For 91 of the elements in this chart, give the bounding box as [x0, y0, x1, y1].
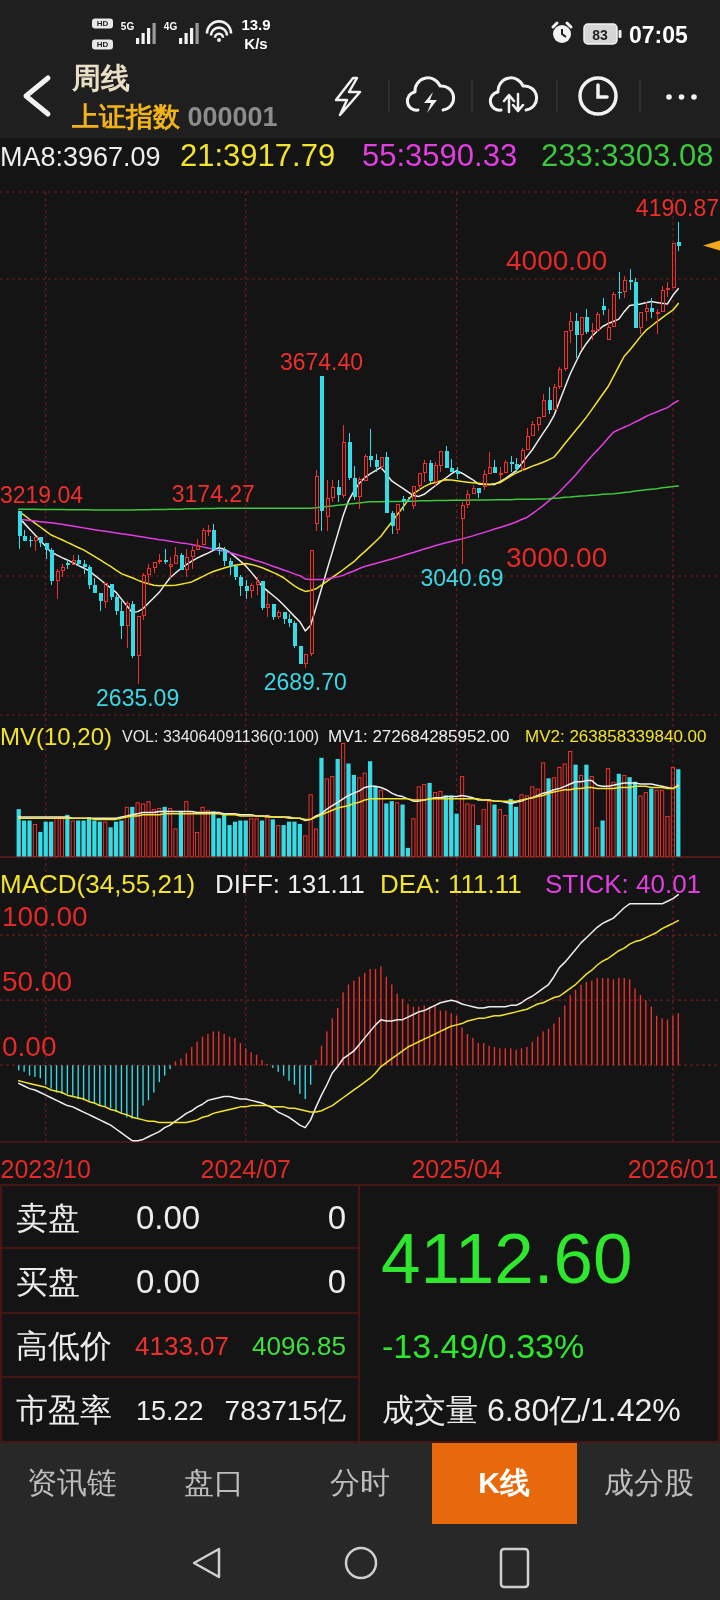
text: MA8:3967.09 [0, 142, 161, 172]
annotation: VOL: 334064091136(0:100) [122, 728, 320, 745]
text: MACD(34,55,21) [0, 869, 196, 899]
bar [427, 782, 432, 857]
bar [492, 804, 497, 857]
text: 13.9 [241, 16, 271, 33]
text: 资讯链 [27, 1466, 117, 1499]
bar [265, 814, 270, 857]
annotation: 2689.70 [263, 669, 347, 696]
text: 市盈率 [16, 1392, 112, 1428]
bar [454, 813, 459, 857]
bar [178, 811, 184, 857]
bar [389, 801, 394, 857]
bar [276, 825, 281, 857]
bar [319, 757, 324, 857]
text: MV2: 263858339840.00 [525, 727, 707, 746]
annotation: 3219.04 [0, 481, 84, 508]
text: MV1: 272684285952.00 [328, 727, 510, 746]
text: 233:3303.08 [541, 138, 714, 173]
text: 盘口 [184, 1466, 244, 1499]
text: 买盘 [16, 1264, 80, 1300]
bar [649, 788, 654, 857]
bar [578, 774, 584, 857]
text: HD [96, 19, 109, 28]
text: 成分股 [604, 1466, 694, 1499]
text: 卖盘 [16, 1200, 80, 1236]
chart-title: 周线 [71, 62, 130, 94]
bar [616, 773, 621, 857]
bar [546, 778, 551, 857]
bar [103, 821, 108, 857]
text: 分时 [330, 1466, 390, 1499]
annotation: 2635.09 [96, 685, 180, 712]
x-tick-label: 2026/01 [627, 1155, 719, 1183]
bar [632, 781, 638, 857]
text: 4096.85 [252, 1331, 346, 1361]
bar [378, 789, 384, 857]
bar [340, 743, 346, 857]
chart-title: MV(10,20) [0, 723, 113, 750]
annotation: 3040.69 [420, 564, 504, 591]
bar [573, 764, 578, 857]
bar [70, 820, 75, 857]
text: 0.00 [136, 1199, 201, 1236]
text: 0.00 [136, 1263, 201, 1300]
text: 15.22 [136, 1396, 204, 1426]
chart-subtitle: 上证指数 000001 [71, 102, 278, 132]
text: 4112.60 [381, 1219, 633, 1298]
bar [384, 803, 389, 857]
bar [124, 806, 129, 857]
text: 高低价 [16, 1328, 112, 1364]
text: -13.49/0.33% [382, 1327, 585, 1365]
text: K/s [244, 35, 268, 52]
annotation: 4190.87 [635, 195, 719, 222]
x-tick-label: 2024/07 [200, 1155, 291, 1183]
text: 21:3917.79 [180, 138, 336, 173]
text: 0 [327, 1199, 346, 1236]
annotation: STICK: 40.01 [545, 869, 702, 899]
bar [211, 811, 216, 857]
y-tick-label: 50.00 [2, 966, 73, 998]
bar [38, 831, 43, 857]
bar [584, 764, 589, 857]
bar [395, 802, 400, 857]
y-tick-label: 4000.00 [506, 245, 608, 277]
bar [476, 825, 481, 857]
text: K线 [478, 1466, 530, 1499]
text: 0 [327, 1263, 346, 1300]
text: DEA: 111.11 [380, 869, 522, 899]
text: 4G [163, 21, 178, 32]
bar [335, 758, 340, 857]
text: 83 [592, 27, 608, 43]
x-tick-label: 2023/10 [0, 1155, 91, 1183]
text: 07:05 [629, 22, 689, 48]
text: DIFF: 131.11 [215, 869, 365, 899]
bar [600, 820, 605, 857]
text: 4133.07 [135, 1331, 229, 1361]
text: 783715亿 [224, 1395, 346, 1426]
text: 成交量 6.80亿/1.42% [382, 1392, 681, 1428]
x-tick-label: 2025/04 [411, 1155, 502, 1183]
bar [32, 823, 38, 857]
bar [270, 819, 275, 857]
text: HD [96, 40, 109, 49]
y-tick-label: 100.00 [2, 901, 88, 933]
y-tick-label: 0.00 [2, 1031, 57, 1063]
annotation: 3174.27 [171, 481, 255, 508]
text: 55:3590.33 [362, 138, 518, 173]
y-tick-label: 3000.00 [506, 541, 608, 573]
bar [676, 769, 681, 857]
text: 5G [120, 21, 135, 32]
bar [243, 820, 248, 857]
bar [622, 774, 627, 857]
annotation: 3674.40 [279, 348, 364, 375]
bar [259, 820, 265, 857]
